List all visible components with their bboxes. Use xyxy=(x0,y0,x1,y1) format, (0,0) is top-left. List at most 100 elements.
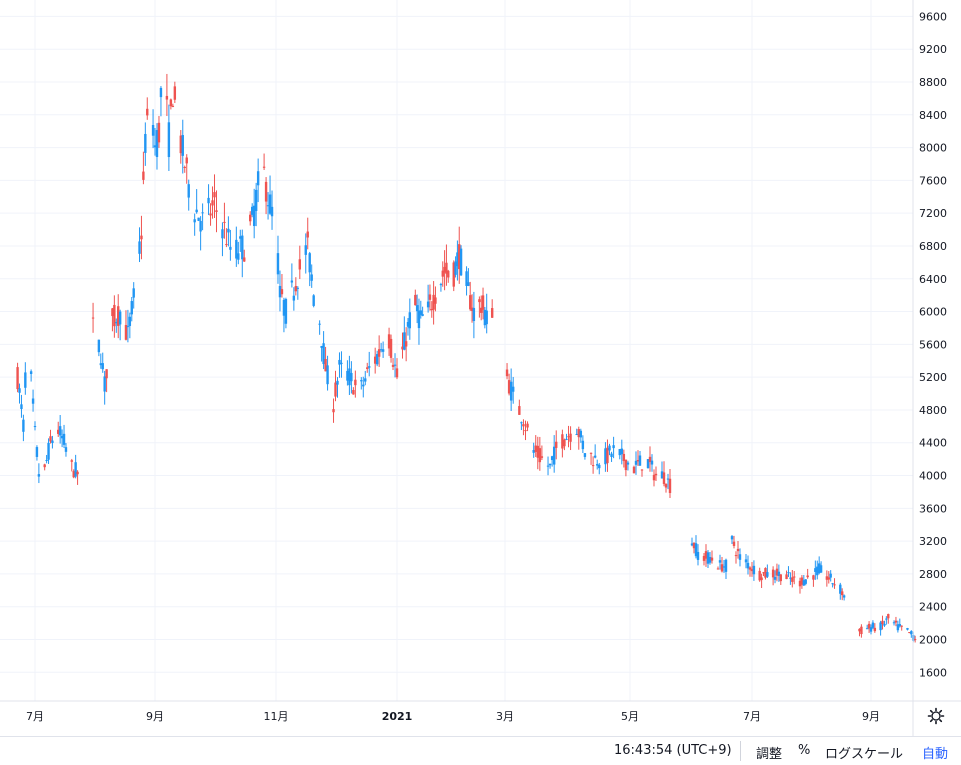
time-tick-label: 2021 xyxy=(382,710,413,723)
candle xyxy=(264,177,268,215)
candle xyxy=(262,153,266,170)
candle xyxy=(522,419,525,436)
time-axis[interactable]: 7月 9月 11月 2021 3月 5月 7月 9月 xyxy=(26,710,880,723)
candle xyxy=(538,436,542,471)
candle xyxy=(310,264,313,288)
candle xyxy=(660,461,664,479)
candle xyxy=(105,369,108,393)
candle xyxy=(467,268,470,287)
candle xyxy=(37,463,41,484)
candle xyxy=(434,286,437,312)
candle xyxy=(744,553,748,569)
candle xyxy=(814,560,817,580)
price-tick-label: 5600 xyxy=(919,338,947,351)
candle xyxy=(520,421,523,431)
candle xyxy=(223,202,226,239)
candle xyxy=(666,473,670,490)
candle xyxy=(101,352,104,373)
candle xyxy=(173,81,177,104)
candle xyxy=(454,256,457,278)
candle xyxy=(70,458,73,472)
price-tick-label: 3600 xyxy=(919,502,947,515)
gear-icon[interactable] xyxy=(927,707,945,725)
candle xyxy=(885,616,888,625)
candle xyxy=(896,620,900,633)
candle xyxy=(256,158,260,203)
candle xyxy=(76,470,79,485)
candle xyxy=(702,552,706,566)
candle xyxy=(441,261,444,287)
candle xyxy=(366,362,369,373)
price-tick-label: 7600 xyxy=(919,174,947,187)
candle xyxy=(132,282,135,309)
candle xyxy=(624,459,628,477)
candle xyxy=(115,318,118,333)
candle xyxy=(606,439,609,472)
candle xyxy=(481,287,485,320)
candle xyxy=(45,454,48,464)
candle xyxy=(722,559,726,574)
candle xyxy=(589,452,593,465)
candle xyxy=(470,294,474,323)
candle xyxy=(793,571,796,585)
candle xyxy=(906,627,909,631)
candle xyxy=(47,438,50,464)
price-axis[interactable]: 1600 2000 2400 2800 3200 3600 4000 4400 4800 5200… xyxy=(919,10,947,679)
candle xyxy=(201,203,204,231)
chart-area[interactable]: 1600 2000 2400 2800 3200 3600 4000 4400 4800 5200… xyxy=(0,0,961,736)
candle xyxy=(892,620,896,626)
candle xyxy=(209,203,212,226)
candle xyxy=(268,175,272,215)
candle xyxy=(871,620,875,630)
candle xyxy=(278,270,282,312)
candle xyxy=(748,566,752,577)
candle xyxy=(304,233,307,274)
candle xyxy=(49,429,52,444)
candle xyxy=(338,352,341,378)
candle xyxy=(829,570,832,582)
candle xyxy=(401,332,404,359)
candle xyxy=(72,469,75,479)
candle xyxy=(640,469,644,477)
candle xyxy=(124,310,128,341)
candle xyxy=(869,624,873,635)
candle xyxy=(577,426,580,450)
candle xyxy=(706,550,710,569)
candle xyxy=(432,281,435,325)
toolbar-divider xyxy=(740,741,741,761)
candle xyxy=(636,450,640,466)
candle xyxy=(389,334,393,363)
candle xyxy=(777,564,781,582)
time-tick-label: 11月 xyxy=(264,710,289,723)
candle xyxy=(146,97,149,120)
candle xyxy=(534,435,537,457)
log-scale-button[interactable]: ログスケール xyxy=(825,747,904,762)
candle xyxy=(195,189,198,214)
candle xyxy=(20,394,23,418)
candle xyxy=(24,362,27,395)
time-tick-label: 7月 xyxy=(26,710,44,723)
adjust-button[interactable]: 調整 xyxy=(756,747,783,762)
auto-scale-button[interactable]: 自動 xyxy=(922,747,949,762)
candle xyxy=(103,370,106,405)
candle xyxy=(406,318,410,336)
candle xyxy=(320,345,323,362)
candle xyxy=(185,154,188,184)
candle xyxy=(648,446,652,472)
candle xyxy=(791,569,794,588)
candle xyxy=(598,463,601,475)
candle xyxy=(546,456,550,476)
price-chart[interactable]: 1600 2000 2400 2800 3200 3600 4000 4400 4800 5200… xyxy=(0,0,961,736)
price-tick-label: 6400 xyxy=(919,273,947,286)
candle xyxy=(583,453,587,460)
candle xyxy=(593,444,597,459)
candle xyxy=(57,421,60,437)
candle xyxy=(638,451,642,466)
candle xyxy=(153,127,157,156)
price-tick-label: 4000 xyxy=(919,470,947,483)
candle xyxy=(750,561,754,577)
percent-button[interactable]: % xyxy=(798,743,811,758)
candle xyxy=(690,537,694,547)
candle xyxy=(567,425,570,448)
candle xyxy=(591,456,595,474)
